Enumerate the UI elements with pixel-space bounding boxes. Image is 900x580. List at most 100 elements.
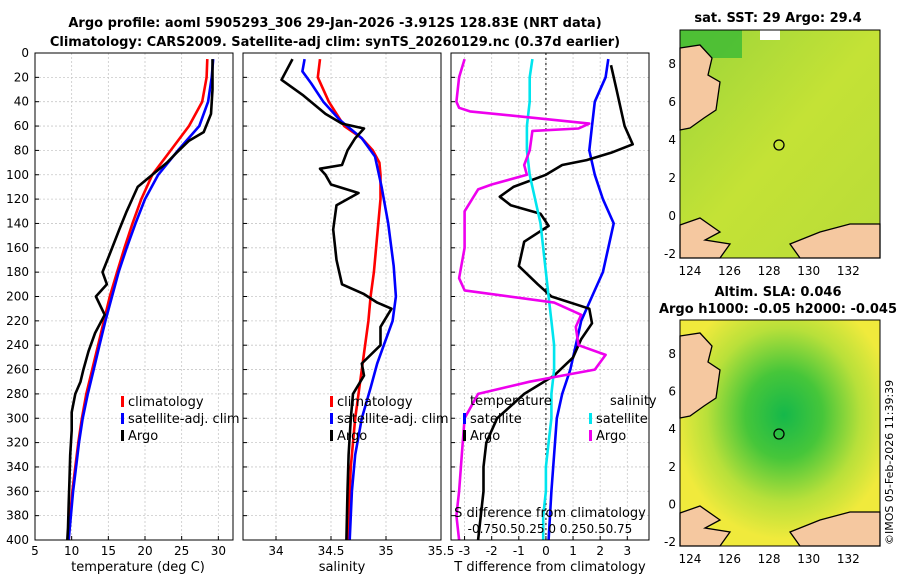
legend-swatch-argo (330, 430, 333, 441)
map-lon-label: 126 (718, 264, 741, 278)
map-lon-label: 132 (837, 264, 860, 278)
sla-map-title-1: Altim. SLA: 0.046 (715, 285, 842, 300)
y-tick-label: 400 (6, 533, 29, 547)
map-lat-label: 0 (668, 498, 676, 512)
mindanao-land (679, 44, 721, 131)
tdiff-xlabel: T difference from climatology (453, 560, 646, 575)
y-tick-label: 260 (6, 363, 29, 377)
temperature-xlabel: temperature (deg C) (71, 560, 205, 575)
sst-cloud-gap (760, 30, 780, 40)
map-lat-label: 2 (668, 171, 676, 185)
legend-label-climatology: climatology (128, 395, 204, 410)
map-lat-label: 8 (668, 347, 676, 361)
legend-swatch-s-satellite (589, 413, 592, 424)
x-tick-label: 3 (623, 544, 631, 558)
y-tick-label: 220 (6, 314, 29, 328)
map-lat-label: 8 (668, 57, 676, 71)
map-lon-label: 128 (758, 264, 781, 278)
map-lon-label: 128 (758, 552, 781, 566)
map-lon-label: 124 (678, 264, 701, 278)
sla-map-frame (679, 319, 881, 547)
plot-frame (242, 52, 442, 541)
map-lat-label: 6 (668, 385, 676, 399)
mindanao-land (679, 332, 721, 419)
y-tick-label: 0 (21, 46, 29, 60)
x-tick-label: 5 (31, 544, 39, 558)
legend-title-temperature: temperature (470, 394, 552, 409)
map-lon-label: 130 (797, 264, 820, 278)
plot-frame (34, 52, 234, 541)
y-tick-label: 280 (6, 387, 29, 401)
legend-swatch-argo (121, 430, 124, 441)
legend-label-satellite: satellite-adj. clim (128, 412, 240, 427)
map-lat-label: 4 (668, 422, 676, 436)
salinity-legend: climatology satellite-adj. clim Argo (330, 395, 449, 444)
y-tick-label: 240 (6, 338, 29, 352)
x-tick-label: 34.5 (318, 544, 345, 558)
map-lon-label: 126 (718, 552, 741, 566)
y-tick-label: 180 (6, 265, 29, 279)
series-line-satellite-adj-clim (67, 58, 215, 541)
y-tick-label: 360 (6, 484, 29, 498)
sst-map (679, 29, 881, 259)
plot-frame (450, 52, 650, 541)
x-tick-label: 2 (596, 544, 604, 558)
legend-label-argo: Argo (337, 429, 367, 444)
series-line-t-argo (476, 64, 634, 541)
sla-field (680, 320, 880, 546)
legend-swatch-t-argo (463, 430, 466, 441)
salinity-xlabel: salinity (319, 560, 366, 575)
series-line-t-satellite (547, 58, 615, 541)
sst-map-title: sat. SST: 29 Argo: 29.4 (694, 11, 861, 26)
legend-swatch-satellite (330, 413, 333, 424)
x-tick-label: 15 (101, 544, 116, 558)
map-lat-label: 4 (668, 133, 676, 147)
temperature-panel: 0 20 40 60 80 100 120 140 160 180 200 220 240 260 280 3… (6, 46, 234, 558)
y-tick-label: 40 (14, 95, 29, 109)
x-tick-label: 0 (542, 544, 550, 558)
map-lat-label: 6 (668, 95, 676, 109)
x-tick-label: 34 (268, 544, 283, 558)
sst-map-frame (679, 29, 881, 259)
y-tick-label: 60 (14, 119, 29, 133)
y-tick-label: 320 (6, 436, 29, 450)
y-tick-label: 340 (6, 460, 29, 474)
x-tick-label: 20 (137, 544, 152, 558)
y-tick-label: 100 (6, 168, 29, 182)
sst-field (680, 30, 880, 258)
legend-label-s-satellite: satellite (596, 412, 648, 427)
y-tick-label: 120 (6, 192, 29, 206)
argo-marker-sla (773, 428, 785, 440)
temperature-legend: climatology satellite-adj. clim Argo (121, 395, 240, 444)
title-line-1: Argo profile: aoml 5905293_306 29-Jan-20… (68, 16, 601, 31)
map-lat-label: 0 (668, 209, 676, 223)
legend-swatch-s-argo (589, 430, 592, 441)
y-tick-label: 80 (14, 143, 29, 157)
copyright-stamp: ©IMOS 05-Feb-2026 11:39:39 (883, 380, 896, 545)
series-line-s-satellite (525, 58, 556, 540)
legend-label-t-argo: Argo (470, 429, 500, 444)
legend-label-satellite: satellite-adj. clim (337, 412, 449, 427)
legend-title-salinity: salinity (610, 394, 657, 409)
y-tick-label: 140 (6, 216, 29, 230)
difference-legend: temperature satellite Argo salinity sate… (463, 394, 657, 444)
legend-label-s-argo: Argo (596, 429, 626, 444)
title-line-2: Climatology: CARS2009. Satellite-adj cli… (50, 35, 620, 50)
map-lat-label: 2 (668, 460, 676, 474)
series-line-s-argo (455, 58, 607, 541)
legend-swatch-climatology (121, 396, 124, 407)
map-lon-label: 132 (837, 552, 860, 566)
x-tick-label: 1 (569, 544, 577, 558)
series-line-argo (280, 58, 393, 541)
sla-map-title-2: Argo h1000: -0.05 h2000: -0.045 (659, 302, 897, 317)
x-tick-label: 35 (378, 544, 393, 558)
legend-label-climatology: climatology (337, 395, 413, 410)
x-tick-label: -3 (459, 544, 471, 558)
map-lon-label: 124 (678, 552, 701, 566)
difference-panel: -3 -2 -1 0 1 2 3 (450, 52, 650, 558)
legend-swatch-satellite (121, 413, 124, 424)
x-tick-label: -2 (486, 544, 498, 558)
legend-swatch-climatology (330, 396, 333, 407)
